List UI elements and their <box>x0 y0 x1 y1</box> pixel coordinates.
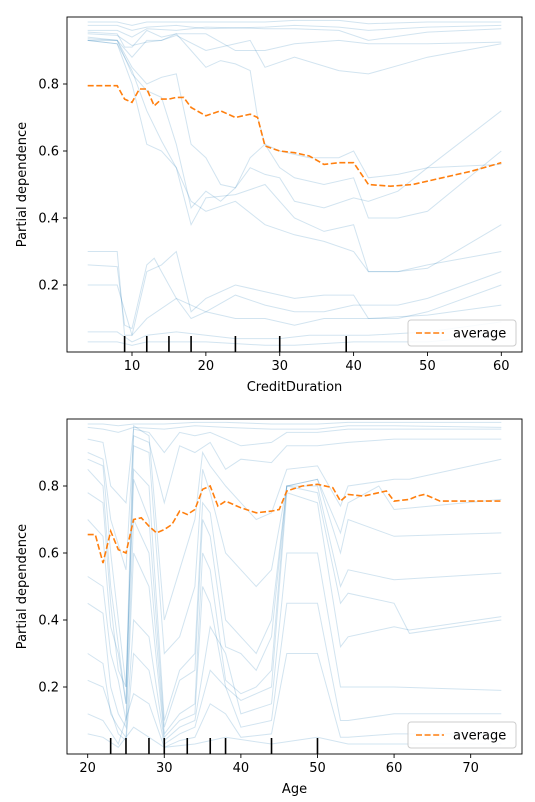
axes-frame <box>66 418 523 755</box>
legend: average <box>407 319 517 347</box>
average-line <box>87 84 502 188</box>
x-tick-label: 60 <box>386 761 403 776</box>
ice-line-0 <box>87 19 502 26</box>
y-tick-label: 0.8 <box>38 480 59 495</box>
ice-line-4 <box>87 33 502 75</box>
legend-box <box>407 319 517 347</box>
ice-line-6 <box>87 468 502 721</box>
x-tick-label: 30 <box>156 761 173 776</box>
ice-line-3 <box>87 435 502 570</box>
y-tick-label: 0.8 <box>38 78 59 93</box>
ice-line-5 <box>87 445 502 704</box>
y-tick-label: 0.2 <box>38 681 59 696</box>
plot-area <box>87 421 502 754</box>
pdp-panel-age: 20 30 40 50 60 70 0.2 0.4 0.6 0.8 Age Partial depen… <box>15 418 523 797</box>
legend: average <box>407 721 517 749</box>
x-tick-label: 30 <box>271 359 288 374</box>
ice-line-8 <box>87 485 502 736</box>
x-tick-label: 60 <box>493 359 510 374</box>
legend-label: average <box>453 327 506 342</box>
y-tick-label: 0.6 <box>38 547 59 562</box>
ice-line-1 <box>87 24 502 31</box>
ice-line-12 <box>87 284 502 337</box>
x-tick-label: 40 <box>345 359 362 374</box>
y-tick-label: 0.2 <box>38 279 59 294</box>
ice-line-0 <box>87 421 502 427</box>
ice-line-7 <box>87 479 502 728</box>
x-tick-label: 20 <box>198 359 215 374</box>
x-tick-label: 50 <box>419 359 436 374</box>
legend-box <box>407 721 517 749</box>
x-tick-label: 20 <box>79 761 96 776</box>
ice-line-8 <box>87 39 502 273</box>
plot-area <box>87 19 502 352</box>
x-tick-label: 10 <box>124 359 141 374</box>
axes-frame <box>66 16 523 353</box>
ice-line-9 <box>87 492 502 739</box>
ice-line-9 <box>87 39 502 273</box>
ice-line-10 <box>87 250 502 336</box>
ice-line-12 <box>87 653 502 748</box>
ice-line-11 <box>87 257 502 330</box>
ice-line-2 <box>87 26 502 41</box>
y-tick-label: 0.4 <box>38 614 59 629</box>
ice-line-13 <box>87 321 502 343</box>
legend-label: average <box>453 729 506 744</box>
ice-line-4 <box>87 424 502 688</box>
x-axis-label: Age <box>282 782 307 797</box>
y-tick-label: 0.6 <box>38 145 59 160</box>
ice-line-7 <box>87 38 502 219</box>
y-axis-label: Partial dependence <box>15 122 30 247</box>
y-axis-label: Partial dependence <box>15 524 30 649</box>
pdp-panel-credit-duration: 10 20 30 40 50 60 0.2 0.4 0.6 0.8 CreditDuration Pa… <box>15 16 523 395</box>
average-line <box>87 483 502 564</box>
ice-line-2 <box>87 428 502 504</box>
ice-line-1 <box>87 425 502 433</box>
x-tick-label: 50 <box>309 761 326 776</box>
ice-line-10 <box>87 552 502 742</box>
y-tick-label: 0.4 <box>38 212 59 227</box>
ice-line-6 <box>87 36 502 209</box>
x-tick-label: 70 <box>462 761 479 776</box>
x-tick-label: 40 <box>233 761 250 776</box>
ice-line-5 <box>87 33 502 179</box>
ice-line-3 <box>87 29 502 51</box>
x-axis-label: CreditDuration <box>247 380 343 395</box>
